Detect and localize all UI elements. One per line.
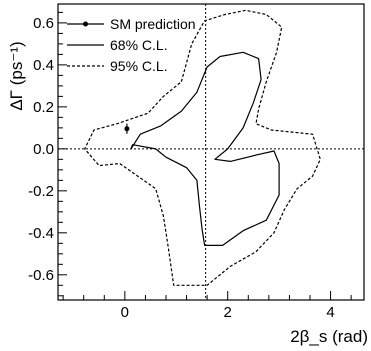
plot-frame-rect: [57, 3, 365, 301]
sm-prediction-marker: [124, 123, 130, 134]
x-tick-label: 0: [121, 304, 129, 321]
y-tick-label: -0.4: [28, 225, 54, 242]
sm-prediction-point: [124, 126, 130, 132]
y-tick-label: 0.0: [33, 141, 54, 158]
x-tick-label: 2: [224, 304, 232, 321]
legend-item: SM prediction: [67, 16, 196, 32]
legend-marker-point: [83, 21, 88, 27]
axis-titles: ΔΓ (ps⁻¹) 2β_s (rad): [7, 41, 368, 346]
contour-68-cl: [130, 51, 280, 246]
axis-ticks: [58, 11, 352, 300]
legend-label: 68% C.L.: [110, 37, 168, 53]
legend-label: 95% C.L.: [110, 58, 168, 74]
reference-lines: [58, 4, 364, 300]
x-tick-label: 4: [326, 304, 334, 321]
y-tick-label: 0.6: [33, 15, 54, 32]
legend-label: SM prediction: [110, 16, 196, 32]
legend-item: 68% C.L.: [67, 37, 168, 53]
tick-labels: 0 2 4 0.6 0.4 0.2 0.0 -0.2 -0.4 -0.6: [28, 15, 335, 321]
legend: SM prediction 68% C.L. 95% C.L.: [67, 16, 196, 74]
plot-frame: [57, 3, 365, 301]
y-tick-label: 0.2: [33, 99, 54, 116]
y-axis-title: ΔΓ (ps⁻¹): [7, 41, 26, 110]
contours: [84, 9, 321, 286]
legend-item: 95% C.L.: [67, 58, 168, 74]
y-tick-label: -0.6: [28, 267, 54, 284]
x-axis-title: 2β_s (rad): [290, 327, 368, 346]
y-tick-label: -0.2: [28, 183, 54, 200]
y-tick-label: 0.4: [33, 57, 54, 74]
